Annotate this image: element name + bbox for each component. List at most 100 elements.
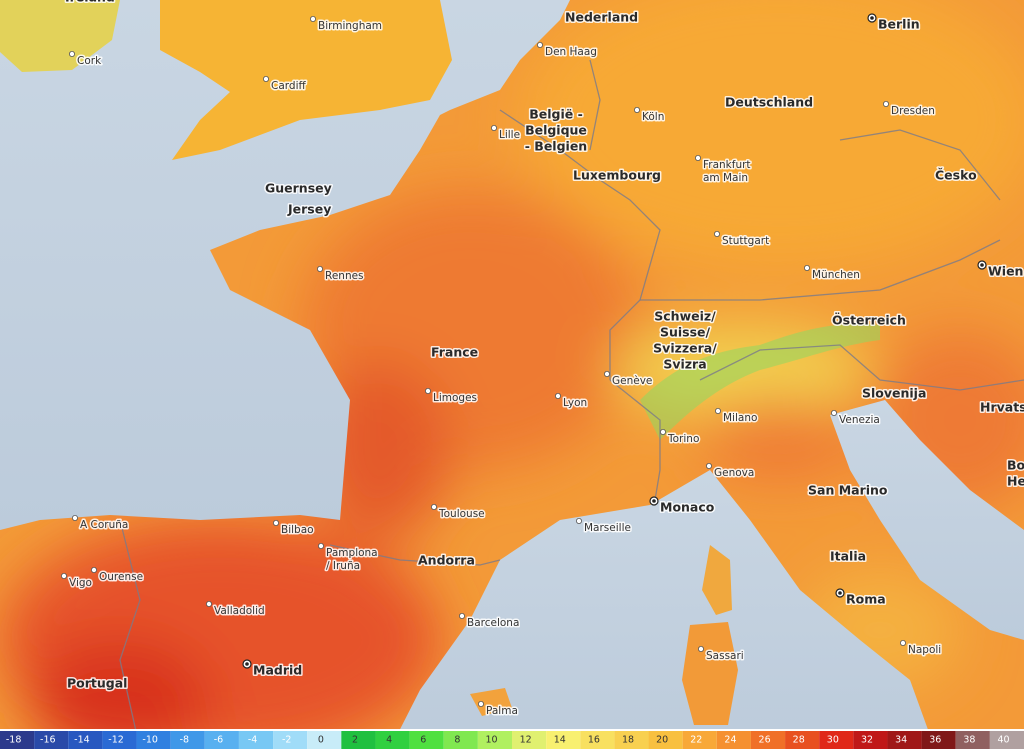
city-dot <box>537 42 544 49</box>
legend-label: 26 <box>759 735 771 746</box>
citie-label: Stuttgart <box>722 235 769 247</box>
city-dot <box>477 701 484 708</box>
legend-swatch <box>341 731 376 749</box>
city-dot <box>490 125 497 132</box>
legend-label: 6 <box>420 735 426 746</box>
city-dot <box>309 15 316 22</box>
city-dot <box>458 613 465 620</box>
citie-label: Cork <box>77 55 102 67</box>
legend-label: -16 <box>40 735 56 746</box>
citie-label: Genève <box>612 375 652 387</box>
city-dot <box>831 409 838 416</box>
citie-label: Dresden <box>891 105 935 117</box>
legend-label: 18 <box>622 735 634 746</box>
countrie-label: Nederland <box>565 10 638 25</box>
countrie-label: Italia <box>830 549 866 564</box>
countrie-label: Slovenija <box>862 386 926 401</box>
citie-label: Lille <box>499 129 520 141</box>
legend-label: -18 <box>6 735 22 746</box>
capital-dot <box>652 499 656 503</box>
city-dot <box>634 107 641 114</box>
legend-label: -4 <box>248 735 257 746</box>
legend-label: 22 <box>690 735 702 746</box>
citie-label: Valladolid <box>214 605 265 617</box>
capital-dot <box>870 16 874 20</box>
city-dot <box>555 392 562 399</box>
legend-swatch <box>273 731 308 749</box>
countrie-label: Svizra <box>663 357 706 372</box>
legend-swatch <box>955 731 990 749</box>
legend-swatch <box>750 731 786 749</box>
legend-label: 32 <box>861 735 873 746</box>
countrie-label: België - <box>529 107 583 122</box>
city-dot <box>91 567 98 574</box>
city-dot <box>576 518 583 525</box>
city-dot <box>205 601 212 608</box>
countrie-label: Deutschland <box>725 95 813 110</box>
legend-swatch <box>512 731 547 749</box>
countrie-label: Bosna i <box>1007 458 1024 473</box>
legend-label: 24 <box>724 735 736 746</box>
legend-swatch <box>546 731 581 749</box>
countrie-label: Suisse/ <box>660 325 711 340</box>
capital-label: Wien <box>988 264 1023 279</box>
city-dot <box>430 503 437 510</box>
citie-label: Venezia <box>839 414 880 426</box>
legend-swatch <box>614 731 649 749</box>
citie-label: Marseille <box>584 522 631 534</box>
legend-label: 14 <box>554 735 566 746</box>
city-dot <box>72 515 79 522</box>
legend-label: 34 <box>895 735 907 746</box>
legend-swatch <box>375 731 410 749</box>
legend-label: -2 <box>282 735 291 746</box>
legend-swatch <box>204 731 239 749</box>
city-dot <box>715 407 722 414</box>
legend-swatch <box>68 731 103 749</box>
legend-label: 8 <box>454 735 460 746</box>
city-dot <box>604 370 611 377</box>
legend-label: 28 <box>793 735 805 746</box>
legend-label: 10 <box>485 735 497 746</box>
countrie-label: Luxembourg <box>573 168 661 183</box>
countrie-label: Hercegovina <box>1007 474 1024 489</box>
city-dot <box>262 76 269 83</box>
city-dot <box>883 101 890 108</box>
citie-label: Barcelona <box>467 617 519 629</box>
legend-label: 4 <box>386 735 392 746</box>
countrie-label: Portugal <box>67 676 127 691</box>
citie-label: am Main <box>703 172 748 184</box>
countrie-label: Belgique <box>525 123 587 138</box>
citie-label: Vigo <box>69 577 92 589</box>
legend-label: 20 <box>656 735 668 746</box>
legend-label: -14 <box>74 735 90 746</box>
city-dot <box>804 264 811 271</box>
legend-swatch <box>819 731 854 749</box>
city-dot <box>714 230 721 237</box>
legend-swatch <box>682 731 717 749</box>
legend-swatch <box>716 731 751 749</box>
legend-swatch <box>136 731 171 749</box>
citie-label: Torino <box>667 433 699 445</box>
city-dot <box>695 154 702 161</box>
countrie-label: Schweiz/ <box>654 309 716 324</box>
legend-swatch <box>409 731 444 749</box>
legend-label: 30 <box>827 735 839 746</box>
city-dot <box>61 573 68 580</box>
citie-label: Limoges <box>433 392 477 404</box>
countrie-label: France <box>431 345 478 360</box>
countrie-label: Svizzera/ <box>653 341 717 356</box>
citie-label: Köln <box>642 111 664 123</box>
capital-label: Roma <box>846 592 886 607</box>
legend: -18 -16 -14 -12 -10 -8 -6 -4 -2 0 2 4 6 8 10 12 14 16 18 20… <box>0 729 1024 749</box>
citie-label: Birmingham <box>318 20 382 32</box>
countrie-label: Guernsey <box>265 181 332 196</box>
legend-label: -10 <box>142 735 158 746</box>
capital-label: Madrid <box>253 663 302 678</box>
citie-label: Den Haag <box>545 46 597 58</box>
legend-swatch <box>921 731 956 749</box>
citie-label: Bilbao <box>281 524 314 536</box>
citie-label: Pamplona <box>326 547 378 559</box>
capital-label: Berlin <box>878 17 920 32</box>
